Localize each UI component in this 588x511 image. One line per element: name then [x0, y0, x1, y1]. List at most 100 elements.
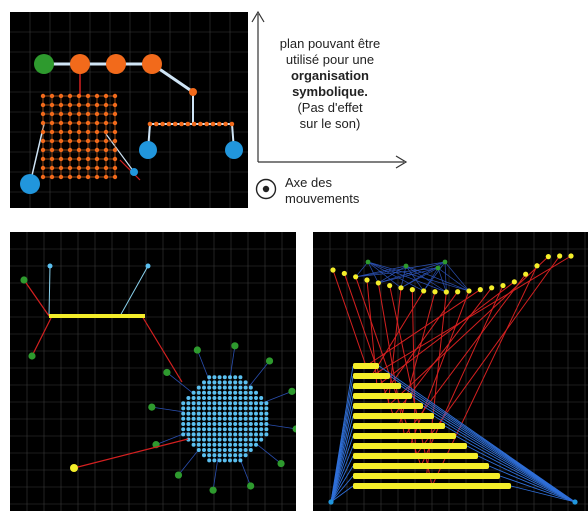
octagon-node [254, 396, 258, 400]
octagon-node [207, 437, 212, 442]
blue-node [145, 263, 151, 269]
octagon-node [212, 416, 217, 421]
octagon-node [196, 390, 201, 395]
octagon-node [243, 401, 248, 406]
octagon-node [186, 411, 191, 416]
green-satellite-node [193, 346, 201, 354]
mesh-node [94, 165, 100, 171]
octagon-node [217, 448, 222, 452]
octagon-node [238, 442, 243, 447]
orange-node [106, 54, 126, 74]
green-node [365, 259, 371, 265]
octagon-node [207, 380, 212, 385]
octagon-node [264, 406, 269, 411]
octagon-network-canvas [10, 232, 296, 511]
mesh-node [67, 111, 73, 117]
blue-link [378, 261, 446, 284]
octagon-node [217, 427, 222, 432]
symbolic-layout-panel [10, 12, 248, 208]
movement-axis-label: Axe des mouvements [285, 175, 359, 207]
mesh-node [76, 129, 82, 135]
mesh-node [85, 138, 91, 144]
arc-node [477, 287, 483, 293]
octagon-node [248, 442, 253, 447]
octagon-node [222, 396, 227, 400]
arc-node [375, 280, 381, 286]
octagon-node [243, 427, 248, 432]
octagon-node [233, 448, 238, 452]
mesh-node [94, 129, 100, 135]
octagon-node [217, 406, 222, 411]
arc-node [330, 267, 336, 273]
mesh-node [94, 102, 100, 108]
octagon-node [248, 432, 253, 437]
octagon-node [207, 432, 212, 437]
arc-node [455, 289, 461, 295]
octagon-node [212, 380, 217, 385]
mesh-node [58, 138, 64, 144]
out-of-plane-axis-icon [255, 178, 277, 200]
octagon-node [217, 416, 222, 421]
octagon-node [238, 448, 243, 452]
symbolic-layout-canvas [10, 12, 248, 208]
octagon-node [259, 411, 264, 416]
staircase-bar [353, 413, 434, 419]
blue-link [330, 455, 354, 503]
mesh-node [76, 93, 82, 99]
octagon-node [238, 380, 243, 385]
mesh-node [94, 174, 100, 180]
red-link [141, 315, 183, 383]
mesh-node [85, 156, 91, 162]
octagon-node [248, 416, 253, 421]
octagon-node [248, 390, 253, 395]
octagon-node [228, 406, 232, 411]
octagon-node [233, 390, 238, 395]
blue-link [405, 265, 424, 292]
mesh-node [76, 138, 82, 144]
bar-node [154, 121, 159, 127]
octagon-node [233, 432, 238, 437]
mesh-node [58, 165, 64, 171]
mesh-node [40, 129, 46, 135]
octagon-node [264, 427, 269, 432]
satellite-link [151, 406, 185, 413]
note-line-3: organisation [290, 68, 369, 83]
octagon-node [217, 453, 222, 458]
octagon-node [233, 406, 238, 411]
octagon-node [217, 458, 222, 463]
octagon-node [212, 411, 217, 416]
mesh-node [103, 120, 109, 126]
blue-link [378, 267, 439, 284]
red-link [73, 438, 189, 469]
mesh-node [40, 174, 46, 180]
blue-link [367, 261, 470, 292]
octagon-node [238, 411, 243, 416]
octagon-node [243, 380, 248, 385]
octagon-node [254, 401, 258, 406]
blue-link [48, 265, 51, 317]
octagon-node [248, 427, 253, 432]
mesh-node [112, 93, 118, 99]
mesh-node [103, 147, 109, 153]
octagon-node [196, 437, 201, 442]
mesh-node [58, 174, 64, 180]
mesh-node [58, 129, 64, 135]
arc-node [421, 288, 427, 294]
staircase-bar [353, 363, 379, 369]
mesh-node [67, 138, 73, 144]
octagon-node [196, 396, 201, 400]
junction-node [189, 88, 197, 96]
arc-node [557, 253, 563, 259]
staircase-bar [353, 423, 445, 429]
octagon-node [233, 427, 238, 432]
octagon-node [259, 427, 264, 432]
mesh-node [40, 138, 46, 144]
mesh-node [49, 102, 55, 108]
blue-link [444, 425, 576, 503]
arc-node [387, 282, 393, 289]
satellite-link [248, 360, 270, 387]
octagon-node [228, 448, 232, 452]
octagon-node [243, 422, 248, 426]
red-link [332, 269, 367, 367]
octagon-network-panel [10, 232, 296, 511]
